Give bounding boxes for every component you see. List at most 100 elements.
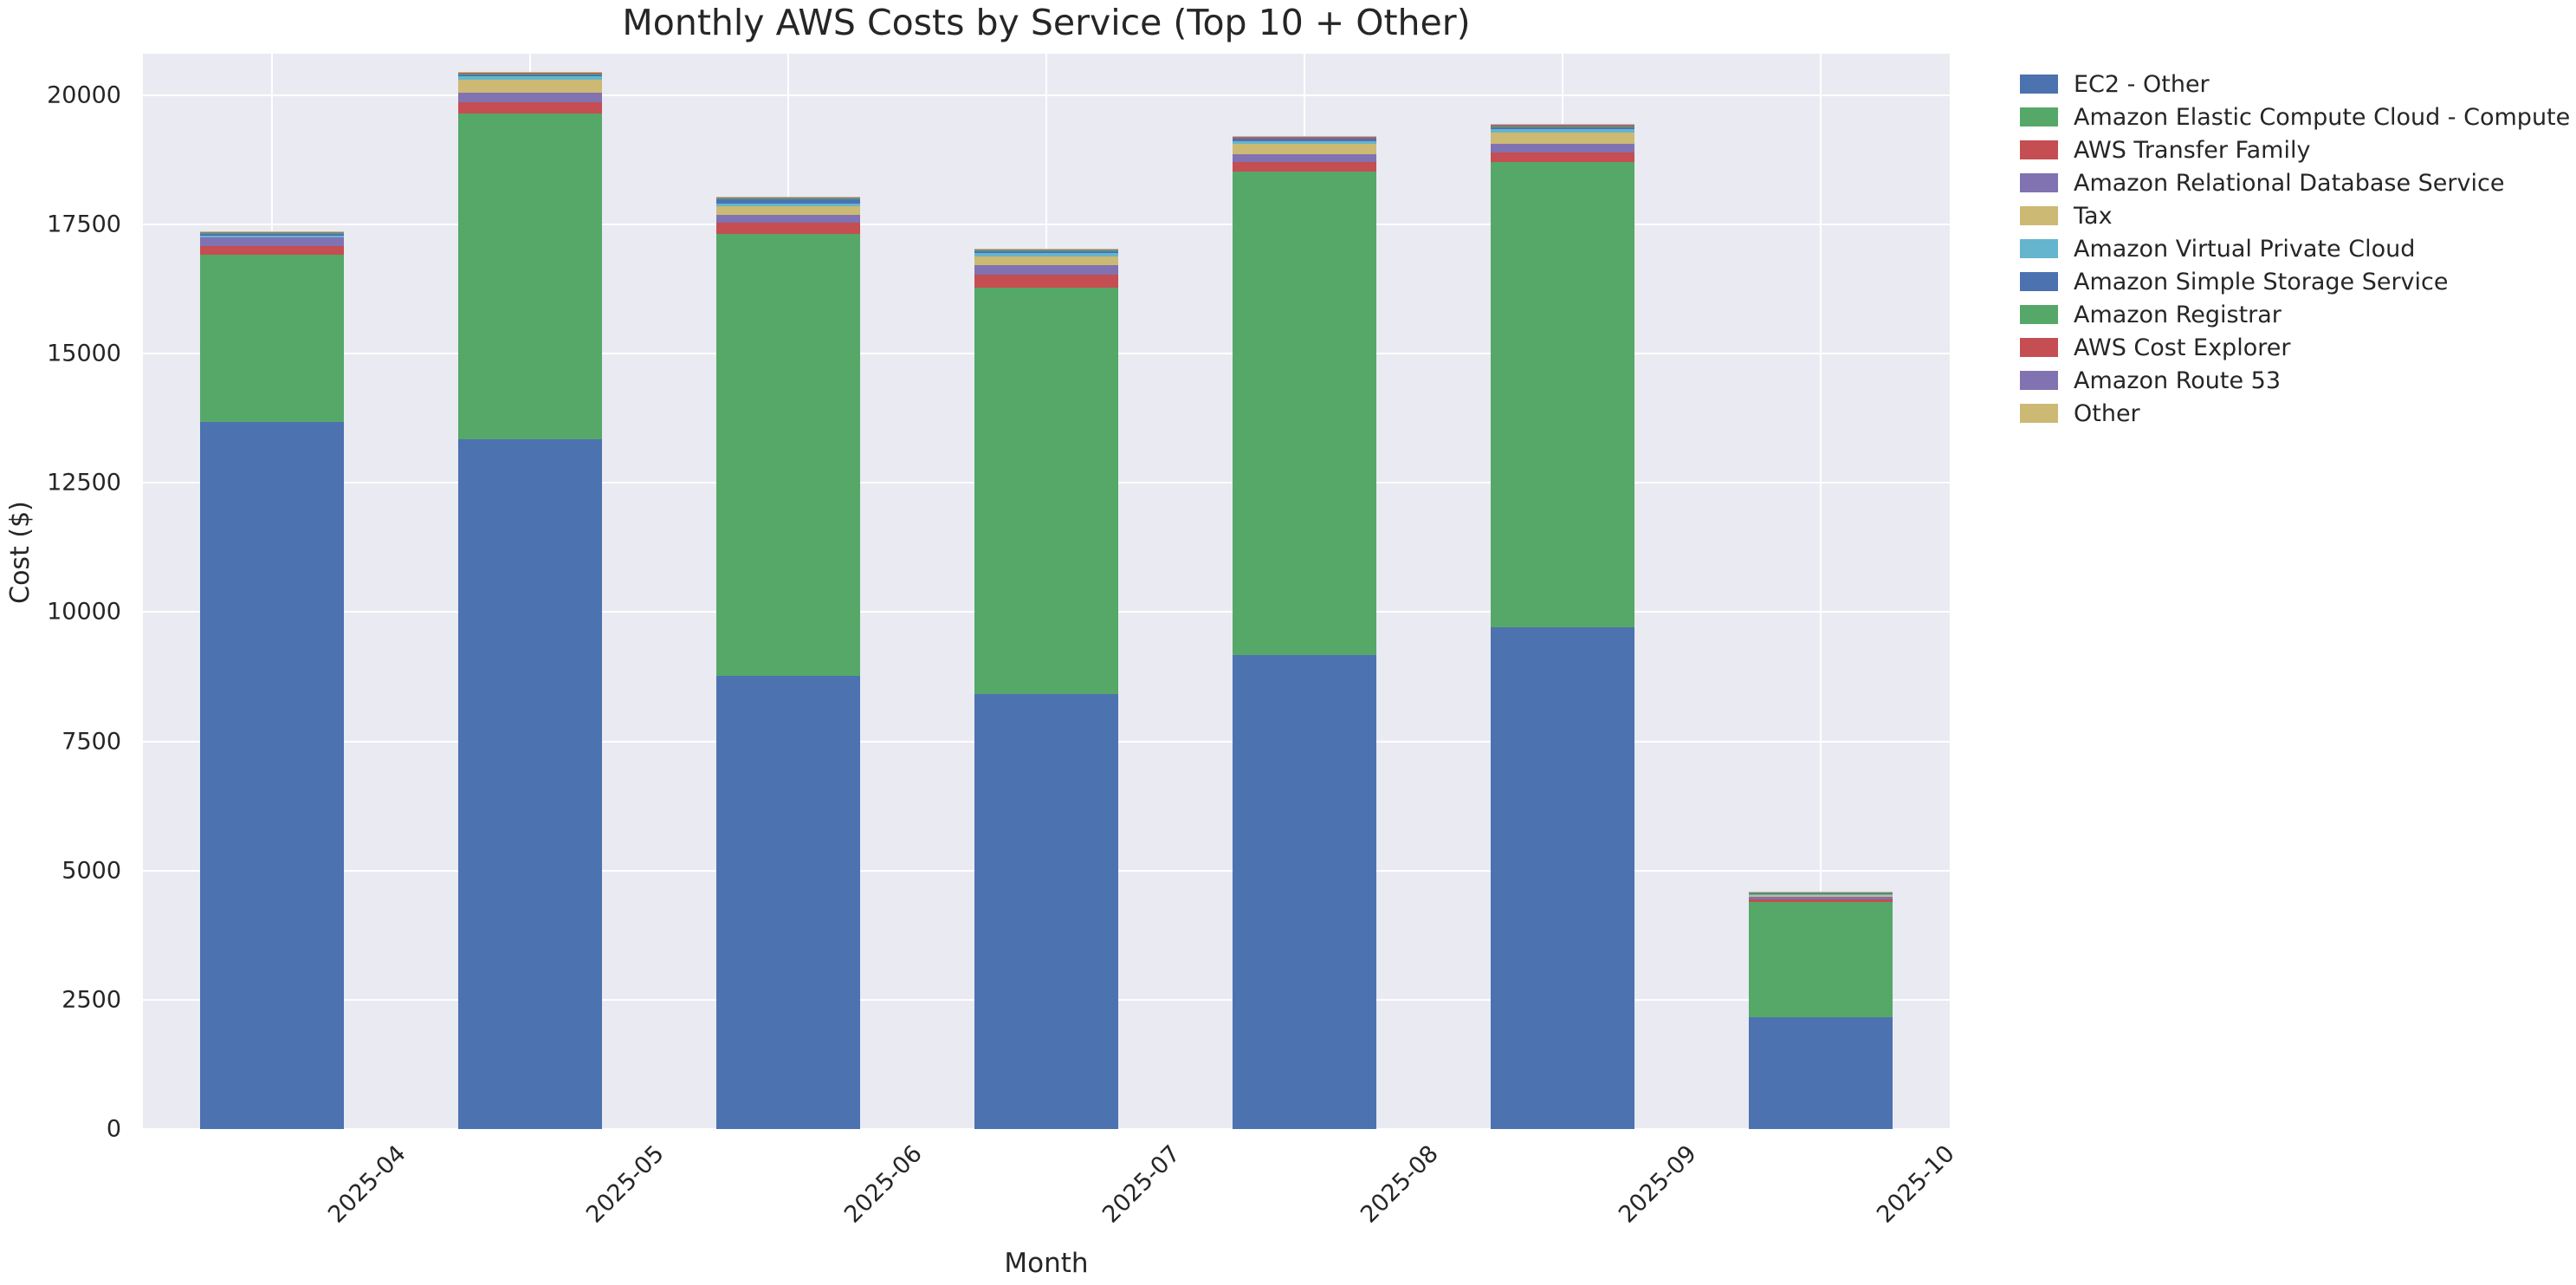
bar-segment[interactable] [974, 288, 1119, 694]
bar-segment[interactable] [1232, 143, 1377, 155]
y-axis-title: Cost ($) [4, 501, 36, 604]
legend-item[interactable]: EC2 - Other [2020, 68, 2570, 101]
bar-segment[interactable] [457, 92, 603, 103]
bar-segment[interactable] [199, 245, 345, 255]
bar-segment[interactable] [199, 231, 345, 232]
legend-label: EC2 - Other [2074, 70, 2210, 98]
legend-swatch-icon [2020, 140, 2058, 159]
bar-segment[interactable] [715, 214, 861, 224]
bar-segment[interactable] [1748, 892, 1893, 893]
bar-segment[interactable] [457, 72, 603, 74]
bar-segment[interactable] [1748, 892, 1893, 894]
bar-segment[interactable] [715, 205, 861, 215]
bar-segment[interactable] [457, 71, 603, 73]
bar-stack[interactable] [1490, 54, 1635, 1129]
bar-segment[interactable] [974, 250, 1119, 254]
legend-item[interactable]: Amazon Simple Storage Service [2020, 265, 2570, 298]
bar-segment[interactable] [715, 198, 861, 199]
bar-segment[interactable] [1748, 899, 1893, 903]
bar-segment[interactable] [974, 250, 1119, 251]
y-tick-label: 5000 [61, 857, 121, 885]
bar-segment[interactable] [974, 265, 1119, 275]
y-axis-tick-labels: 0 2500 5000 7500 10000 12500 15000 17500 20000 [0, 0, 130, 1285]
bar-segment[interactable] [199, 232, 345, 234]
bar-segment[interactable] [1748, 893, 1893, 896]
legend-item[interactable]: Amazon Registrar [2020, 298, 2570, 331]
bar-segment[interactable] [1748, 897, 1893, 899]
bar-segment[interactable] [1232, 136, 1377, 138]
bar-segment[interactable] [715, 223, 861, 235]
legend-item[interactable]: Tax [2020, 199, 2570, 232]
bar-segment[interactable] [1232, 654, 1377, 1129]
bar-stack[interactable] [457, 54, 603, 1129]
bar-segment[interactable] [715, 203, 861, 206]
legend-item[interactable]: Amazon Relational Database Service [2020, 166, 2570, 199]
bar-segment[interactable] [457, 74, 603, 77]
bar-segment[interactable] [457, 102, 603, 114]
bar-segment[interactable] [457, 73, 603, 74]
bar-segment[interactable] [1232, 140, 1377, 144]
bar-segment[interactable] [1490, 125, 1635, 127]
bar-segment[interactable] [457, 80, 603, 93]
legend-item[interactable]: AWS Transfer Family [2020, 133, 2570, 166]
bar-segment[interactable] [1232, 154, 1377, 163]
bar-segment[interactable] [199, 233, 345, 234]
bar-segment[interactable] [715, 676, 861, 1129]
bar-segment[interactable] [199, 233, 345, 237]
legend-item[interactable]: Other [2020, 397, 2570, 430]
bar-segment[interactable] [1490, 627, 1635, 1129]
legend-label: AWS Transfer Family [2074, 136, 2311, 164]
bar-segment[interactable] [199, 254, 345, 423]
bar-segment[interactable] [457, 114, 603, 440]
bar-segment[interactable] [1748, 895, 1893, 898]
bar-segment[interactable] [199, 422, 345, 1129]
bar-segment[interactable] [1232, 138, 1377, 140]
bar-segment[interactable] [974, 693, 1119, 1129]
x-tick-label: 2025-09 [1614, 1140, 1702, 1229]
bar-segment[interactable] [1490, 143, 1635, 153]
plot-area [143, 54, 1950, 1130]
bar-segment[interactable] [1232, 172, 1377, 655]
bar-segment[interactable] [1490, 127, 1635, 130]
bar-stack[interactable] [1232, 54, 1377, 1129]
bar-segment[interactable] [1490, 124, 1635, 126]
bar-segment[interactable] [199, 231, 345, 233]
bar-segment[interactable] [457, 76, 603, 81]
bar-segment[interactable] [1232, 137, 1377, 139]
bar-segment[interactable] [457, 73, 603, 75]
bar-stack[interactable] [199, 54, 345, 1129]
legend-label: AWS Cost Explorer [2074, 334, 2291, 361]
legend-item[interactable]: Amazon Elastic Compute Cloud - Compute [2020, 101, 2570, 133]
bar-segment[interactable] [974, 248, 1119, 250]
bar-segment[interactable] [1490, 129, 1635, 133]
bar-stack[interactable] [974, 54, 1119, 1129]
bar-segment[interactable] [1232, 137, 1377, 138]
bar-segment[interactable] [974, 274, 1119, 289]
bar-segment[interactable] [199, 236, 345, 237]
bar-stack[interactable] [715, 54, 861, 1129]
bar-segment[interactable] [974, 253, 1119, 257]
bar-segment[interactable] [1748, 902, 1893, 1018]
bar-segment[interactable] [715, 196, 861, 198]
legend-item[interactable]: Amazon Virtual Private Cloud [2020, 232, 2570, 265]
bar-segment[interactable] [1490, 125, 1635, 126]
bar-segment[interactable] [715, 234, 861, 677]
y-tick-label: 17500 [47, 211, 121, 238]
bar-segment[interactable] [199, 237, 345, 246]
bar-segment[interactable] [1748, 1017, 1893, 1129]
bar-segment[interactable] [1232, 139, 1377, 141]
bar-segment[interactable] [974, 256, 1119, 266]
x-tick-label: 2025-04 [323, 1140, 411, 1229]
bar-segment[interactable] [1490, 152, 1635, 163]
bar-segment[interactable] [457, 439, 603, 1129]
bar-stack[interactable] [1748, 54, 1893, 1129]
bar-segment[interactable] [1490, 133, 1635, 144]
legend-item[interactable]: AWS Cost Explorer [2020, 331, 2570, 364]
legend-swatch-icon [2020, 206, 2058, 225]
legend-item[interactable]: Amazon Route 53 [2020, 364, 2570, 397]
bar-segment[interactable] [1232, 162, 1377, 172]
bar-segment[interactable] [715, 198, 861, 204]
bar-segment[interactable] [1490, 162, 1635, 628]
legend-label: Amazon Elastic Compute Cloud - Compute [2074, 103, 2571, 131]
